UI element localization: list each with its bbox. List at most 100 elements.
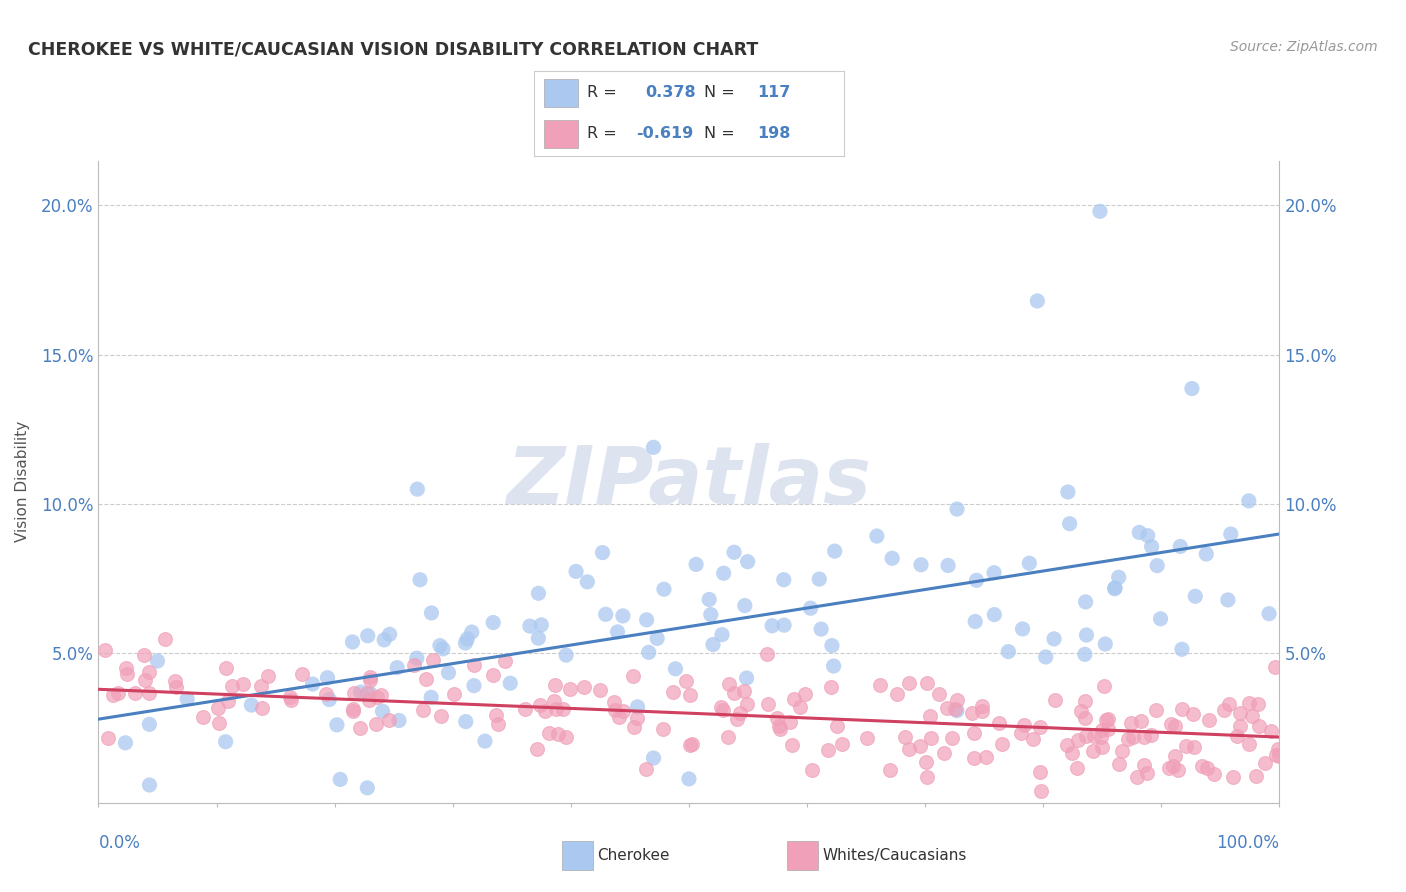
Point [420, 606, 443, 620]
Point [1164, 719, 1187, 733]
Point [107, 686, 129, 700]
Point [963, 751, 986, 765]
Point [713, 566, 735, 581]
Point [315, 687, 337, 701]
Point [252, 701, 274, 715]
Point [1229, 706, 1251, 720]
Point [643, 751, 665, 765]
Point [1026, 293, 1049, 308]
Point [1181, 382, 1204, 396]
Point [1057, 485, 1080, 500]
Point [429, 709, 451, 723]
Point [456, 632, 478, 646]
Point [359, 673, 381, 688]
Point [817, 743, 839, 757]
Point [987, 716, 1010, 731]
Point [1122, 731, 1144, 745]
Point [429, 639, 451, 653]
Point [1116, 731, 1139, 746]
Point [1104, 582, 1126, 596]
Point [1267, 741, 1289, 756]
Point [626, 699, 648, 714]
Point [1182, 739, 1205, 754]
Point [1126, 770, 1149, 784]
Point [756, 648, 779, 662]
Point [595, 607, 617, 622]
Point [349, 721, 371, 735]
Point [481, 667, 503, 681]
Point [766, 711, 789, 725]
Point [1171, 642, 1194, 657]
Point [1097, 712, 1119, 726]
Point [114, 736, 136, 750]
Point [232, 677, 254, 691]
Point [609, 710, 631, 724]
Point [454, 636, 477, 650]
Point [1011, 622, 1033, 636]
Point [1247, 718, 1270, 732]
Point [1104, 581, 1126, 595]
Point [409, 573, 432, 587]
Point [1212, 703, 1234, 717]
Point [463, 658, 485, 673]
Point [856, 731, 879, 745]
Point [589, 682, 612, 697]
Point [132, 648, 155, 663]
Point [702, 638, 724, 652]
Point [710, 699, 733, 714]
Point [1070, 704, 1092, 718]
Point [101, 688, 124, 702]
Point [364, 716, 387, 731]
Point [544, 702, 567, 716]
Point [910, 558, 932, 572]
Point [1090, 730, 1112, 744]
Point [966, 574, 988, 588]
Point [530, 618, 553, 632]
Point [675, 673, 697, 688]
Point [278, 690, 301, 705]
Point [1149, 612, 1171, 626]
Point [1066, 761, 1088, 775]
Point [1111, 743, 1133, 757]
Text: R =: R = [586, 126, 621, 141]
Point [612, 705, 634, 719]
Point [882, 551, 904, 566]
Point [685, 558, 707, 572]
Text: N =: N = [704, 126, 741, 141]
Point [371, 704, 394, 718]
Point [800, 601, 823, 615]
Point [700, 607, 723, 622]
Point [1076, 628, 1098, 642]
Point [221, 679, 243, 693]
Point [359, 693, 381, 707]
Point [728, 706, 751, 721]
Point [1074, 648, 1097, 662]
Point [725, 712, 748, 726]
Text: -0.619: -0.619 [637, 126, 693, 141]
Point [117, 667, 139, 681]
Text: R =: R = [586, 86, 621, 101]
Point [437, 665, 460, 680]
Point [1056, 738, 1078, 752]
Point [612, 608, 634, 623]
Point [565, 565, 588, 579]
Point [463, 679, 485, 693]
Point [215, 661, 238, 675]
Point [486, 717, 509, 731]
Point [1264, 748, 1286, 763]
Text: 0.0%: 0.0% [98, 834, 141, 852]
Point [1216, 593, 1239, 607]
Point [138, 717, 160, 731]
Point [918, 709, 941, 723]
Point [422, 653, 444, 667]
Point [555, 648, 578, 662]
Point [733, 683, 755, 698]
Point [1254, 756, 1277, 770]
Point [1157, 761, 1180, 775]
Point [373, 632, 395, 647]
Point [1121, 716, 1143, 731]
Point [138, 665, 160, 680]
Point [558, 682, 581, 697]
Point [1136, 529, 1159, 543]
Point [1198, 713, 1220, 727]
